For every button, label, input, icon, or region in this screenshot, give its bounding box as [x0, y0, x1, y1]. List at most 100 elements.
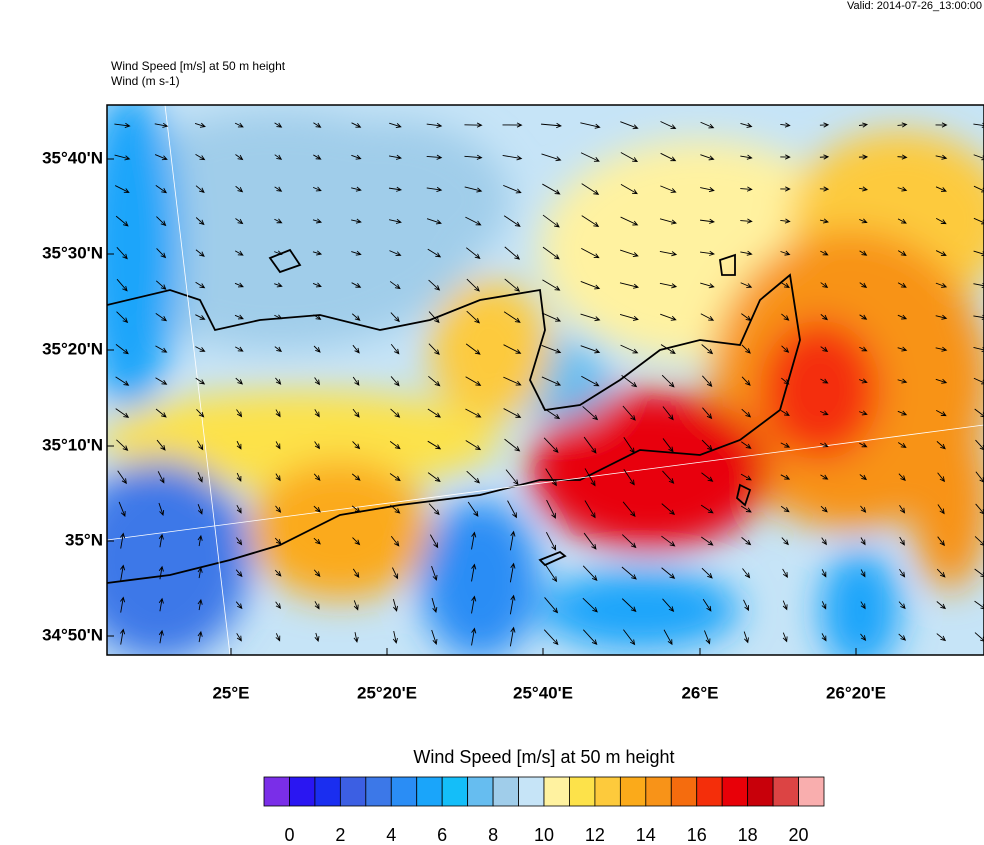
colorbar-title: Wind Speed [m/s] at 50 m height — [413, 747, 674, 767]
wind-arrow — [821, 601, 827, 610]
wind-arrow — [351, 473, 361, 481]
wind-arrow — [158, 629, 164, 644]
wind-arrow — [158, 597, 164, 612]
wind-arrow — [935, 186, 947, 192]
wind-arrow — [899, 505, 906, 514]
wind-arrow — [819, 218, 829, 224]
wind-arrow — [236, 472, 242, 482]
wind-arrow — [236, 504, 242, 514]
colorbar-label: 6 — [437, 825, 447, 845]
wind-arrow — [426, 218, 442, 225]
wind-arrow — [740, 218, 753, 224]
colorbar-box — [518, 776, 545, 807]
colorbar-box — [594, 776, 621, 807]
wind-arrow — [582, 597, 598, 613]
wind-arrow — [120, 628, 126, 645]
wind-arrow — [819, 186, 830, 192]
wind-arrow — [503, 311, 521, 323]
wind-arrow — [428, 375, 441, 387]
wind-arrow — [158, 533, 164, 548]
wind-arrow — [351, 122, 362, 128]
wind-arrow — [581, 215, 600, 227]
colorbar-box — [492, 776, 519, 807]
axes: 35°40'N 35°30'N 35°20'N 35°10'N 35°N 34°50'N 2… — [42, 148, 886, 702]
wind-arrow — [663, 629, 673, 646]
wind-arrow — [858, 122, 869, 128]
wind-field — [107, 105, 984, 655]
wind-arrow — [780, 282, 790, 288]
wind-arrow — [584, 468, 596, 487]
wind-arrow — [114, 122, 131, 128]
wind-arrow — [543, 437, 559, 453]
wind-arrow — [314, 632, 320, 643]
wind-arrow — [898, 473, 906, 482]
wind-arrow — [743, 599, 749, 612]
lon-label: 26°E — [681, 683, 718, 702]
wind-arrow — [620, 216, 639, 226]
wind-arrow — [390, 535, 400, 547]
colorbar-box — [467, 776, 494, 807]
wind-arrow — [545, 468, 557, 487]
wind-arrow — [389, 281, 401, 290]
wind-arrow — [431, 597, 438, 614]
title: Wind Speed [m/s] at 50 m height — [111, 59, 286, 73]
wind-arrow — [388, 154, 402, 160]
wind-arrow — [428, 503, 440, 516]
wind-arrow — [353, 632, 359, 643]
wind-arrow — [427, 408, 441, 418]
wind-arrow — [313, 569, 321, 577]
wind-arrow — [542, 407, 561, 420]
wind-arrow — [623, 629, 636, 646]
wind-arrow — [235, 569, 243, 578]
wind-arrow — [819, 154, 830, 160]
wind-arrow — [541, 376, 562, 386]
wind-arrow — [465, 376, 482, 386]
wind-arrow — [275, 409, 281, 418]
wind-arrow — [471, 563, 477, 582]
wind-arrow — [619, 282, 640, 289]
wind-arrow — [741, 344, 751, 354]
wind-arrow — [935, 314, 948, 320]
wind-arrow — [115, 376, 130, 386]
wind-arrow — [621, 566, 637, 580]
wind-arrow — [623, 437, 635, 454]
wind-arrow — [429, 534, 439, 549]
wind-arrow — [621, 598, 637, 613]
wind-arrow — [542, 246, 560, 260]
wind-arrow — [820, 442, 829, 448]
wind-arrow — [620, 152, 639, 162]
wind-arrow — [312, 282, 322, 288]
wind-arrow — [426, 154, 443, 160]
wind-arrow — [390, 312, 400, 323]
wind-arrow — [314, 601, 320, 610]
wind-arrow — [275, 601, 281, 610]
wind-arrow — [743, 631, 749, 644]
wind-arrow — [580, 345, 601, 354]
subtitle: Wind (m s-1) — [111, 74, 180, 88]
wind-arrow — [897, 410, 908, 416]
wind-arrow — [351, 218, 362, 224]
wind-arrow — [390, 343, 400, 355]
wind-arrow — [236, 537, 243, 546]
wind-arrow — [234, 122, 244, 128]
wind-arrow — [620, 183, 638, 195]
wind-arrow — [274, 250, 283, 256]
colorbar-label: 14 — [636, 825, 656, 845]
wind-arrow — [859, 314, 868, 320]
wind-arrow — [937, 504, 945, 515]
wind-arrow — [352, 376, 360, 386]
wind-arrow — [859, 282, 868, 288]
wind-arrow — [274, 314, 283, 320]
wind-arrow — [780, 442, 791, 448]
wind-arrow — [662, 406, 674, 421]
wind-arrow — [312, 186, 322, 192]
wind-arrow — [781, 377, 790, 385]
wind-arrow — [742, 568, 751, 579]
wind-arrow — [859, 410, 868, 416]
colorbar-label: 16 — [687, 825, 707, 845]
colorbar-box — [772, 776, 799, 807]
wind-arrow — [467, 501, 479, 517]
wind-arrow — [509, 594, 516, 615]
colorbar-label: 12 — [585, 825, 605, 845]
wind-arrow — [464, 122, 483, 128]
